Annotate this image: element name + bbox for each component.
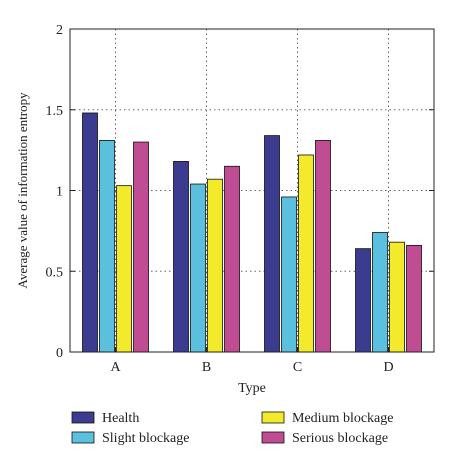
bar-a-series-3 [116,185,132,353]
bar-c-series-4 [315,140,331,353]
bar-c-series-2 [281,196,297,353]
bar-b-series-1 [173,161,189,353]
legend-label: Serious blockage [292,431,388,446]
bar-a-series-2 [99,140,115,353]
legend-label: Health [102,411,139,426]
y-tick-label: 0.5 [46,265,64,280]
legend: Health Slight blockage Medium blockage Seri… [71,411,393,446]
bar-c-series-3 [298,154,314,353]
bar-d-series-1 [355,248,371,353]
bars-group [82,112,422,353]
x-axis-label: Type [238,381,266,396]
legend-label: Medium blockage [292,411,393,426]
x-tick-label: C [293,360,302,375]
y-axis-ticks: 0 0.5 1 1.5 2 [46,23,434,361]
x-tick-label: D [383,360,393,375]
bar-b-series-3 [207,178,223,353]
bar-d-series-3 [389,241,405,353]
bar-a-series-1 [82,112,98,353]
x-tick-label: A [110,360,121,375]
x-axis-ticks: A B C D [110,347,394,375]
legend-swatch [261,411,285,424]
bar-a-series-4 [133,141,149,353]
bar-d-series-2 [372,232,388,353]
bar-c-series-1 [264,135,280,353]
y-tick-label: 1.5 [46,104,64,119]
y-tick-label: 2 [56,23,63,38]
x-tick-label: B [202,360,211,375]
legend-swatch [261,431,285,444]
y-tick-label: 0 [56,346,63,361]
legend-label: Slight blockage [102,431,190,446]
y-tick-label: 1 [56,185,63,200]
bar-b-series-4 [224,165,240,353]
bar-d-series-4 [406,245,422,353]
legend-swatch [71,411,95,424]
bar-b-series-2 [190,183,206,353]
y-axis-label: Average value of information entropy [15,92,30,289]
legend-swatch [71,431,95,444]
